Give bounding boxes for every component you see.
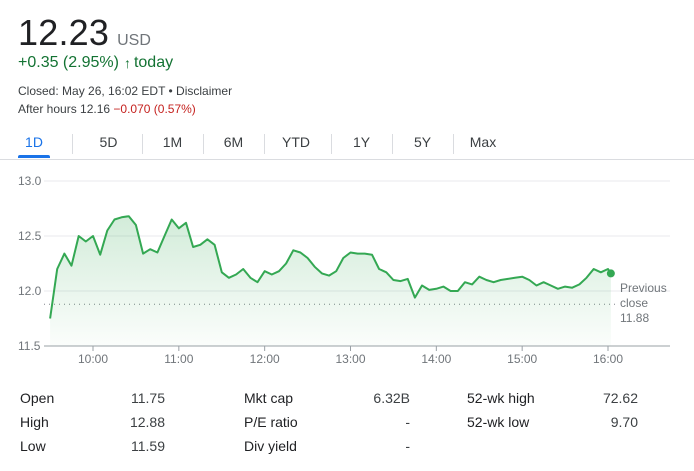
x-tick-label: 16:00 — [593, 352, 623, 366]
range-tabs: 1D 5D 1M 6M YTD 1Y 5Y Max — [18, 134, 503, 158]
stat-mkt-cap: Mkt cap 6.32B — [244, 390, 410, 406]
price-chart[interactable]: 13.0 12.5 12.0 11.5 10:00 11:00 12:00 13:00 14:0… — [0, 165, 694, 375]
previous-close-label: 11.88 — [620, 311, 649, 325]
y-tick-label: 11.5 — [18, 339, 41, 353]
tab-6m[interactable]: 6M — [223, 134, 244, 150]
current-price: 12.23 — [18, 12, 110, 53]
stats-row: Low 11.59 Div yield - — [20, 434, 650, 458]
tab-divider — [392, 134, 393, 154]
tabs-divider — [0, 159, 694, 160]
tab-max[interactable]: Max — [469, 134, 497, 150]
after-hours-change: −0.070 (0.57%) — [113, 102, 196, 116]
tab-1m[interactable]: 1M — [162, 134, 183, 150]
y-tick-label: 13.0 — [18, 174, 42, 188]
closed-text[interactable]: Closed: May 26, 16:02 EDT • Disclaimer — [18, 84, 233, 98]
stat-52wk-low: 52-wk low 9.70 — [467, 414, 638, 430]
stat-low: Low 11.59 — [20, 438, 165, 454]
change-value: +0.35 (2.95%) — [18, 54, 119, 71]
x-tick-label: 12:00 — [250, 352, 280, 366]
y-tick-label: 12.5 — [18, 229, 42, 243]
y-tick-label: 12.0 — [18, 284, 42, 298]
tab-divider — [331, 134, 332, 154]
tab-1y[interactable]: 1Y — [352, 134, 371, 150]
stat-pe-ratio: P/E ratio - — [244, 414, 410, 430]
stat-52wk-high: 52-wk high 72.62 — [467, 390, 638, 406]
tab-divider — [142, 134, 143, 154]
price-header: 12.23 USD — [18, 12, 151, 54]
stat-div-yield: Div yield - — [244, 438, 410, 454]
stat-high: High 12.88 — [20, 414, 165, 430]
tab-divider — [453, 134, 454, 154]
tab-divider — [264, 134, 265, 154]
stats-row: High 12.88 P/E ratio - 52-wk low 9.70 — [20, 410, 650, 434]
tab-ytd[interactable]: YTD — [282, 134, 310, 150]
tab-1d[interactable]: 1D — [18, 134, 50, 158]
tab-5y[interactable]: 5Y — [413, 134, 432, 150]
currency-label: USD — [117, 32, 151, 49]
last-price-dot — [606, 269, 615, 278]
stats-table: Open 11.75 Mkt cap 6.32B 52-wk high 72.62 H… — [20, 386, 650, 458]
price-line — [49, 215, 612, 319]
after-hours-row: After hours 12.16 −0.070 (0.57%) — [18, 102, 196, 116]
tab-divider — [203, 134, 204, 154]
tab-divider — [72, 134, 73, 154]
previous-close-label: Previous — [620, 281, 667, 295]
arrow-up-icon: ↑ — [123, 55, 131, 71]
stats-row: Open 11.75 Mkt cap 6.32B 52-wk high 72.62 — [20, 386, 650, 410]
x-tick-label: 10:00 — [78, 352, 108, 366]
previous-close-label: close — [620, 296, 648, 310]
x-tick-label: 14:00 — [421, 352, 451, 366]
price-area — [50, 216, 611, 346]
x-tick-label: 13:00 — [335, 352, 365, 366]
x-tick-label: 15:00 — [507, 352, 537, 366]
market-status: Closed: May 26, 16:02 EDT • Disclaimer — [18, 84, 232, 98]
tab-5d[interactable]: 5D — [99, 134, 118, 150]
price-change: +0.35 (2.95%) ↑ today — [18, 54, 173, 72]
stat-open: Open 11.75 — [20, 390, 165, 406]
x-tick-label: 11:00 — [164, 352, 193, 366]
after-hours-label: After hours 12.16 — [18, 102, 111, 116]
change-period: today — [133, 54, 174, 71]
